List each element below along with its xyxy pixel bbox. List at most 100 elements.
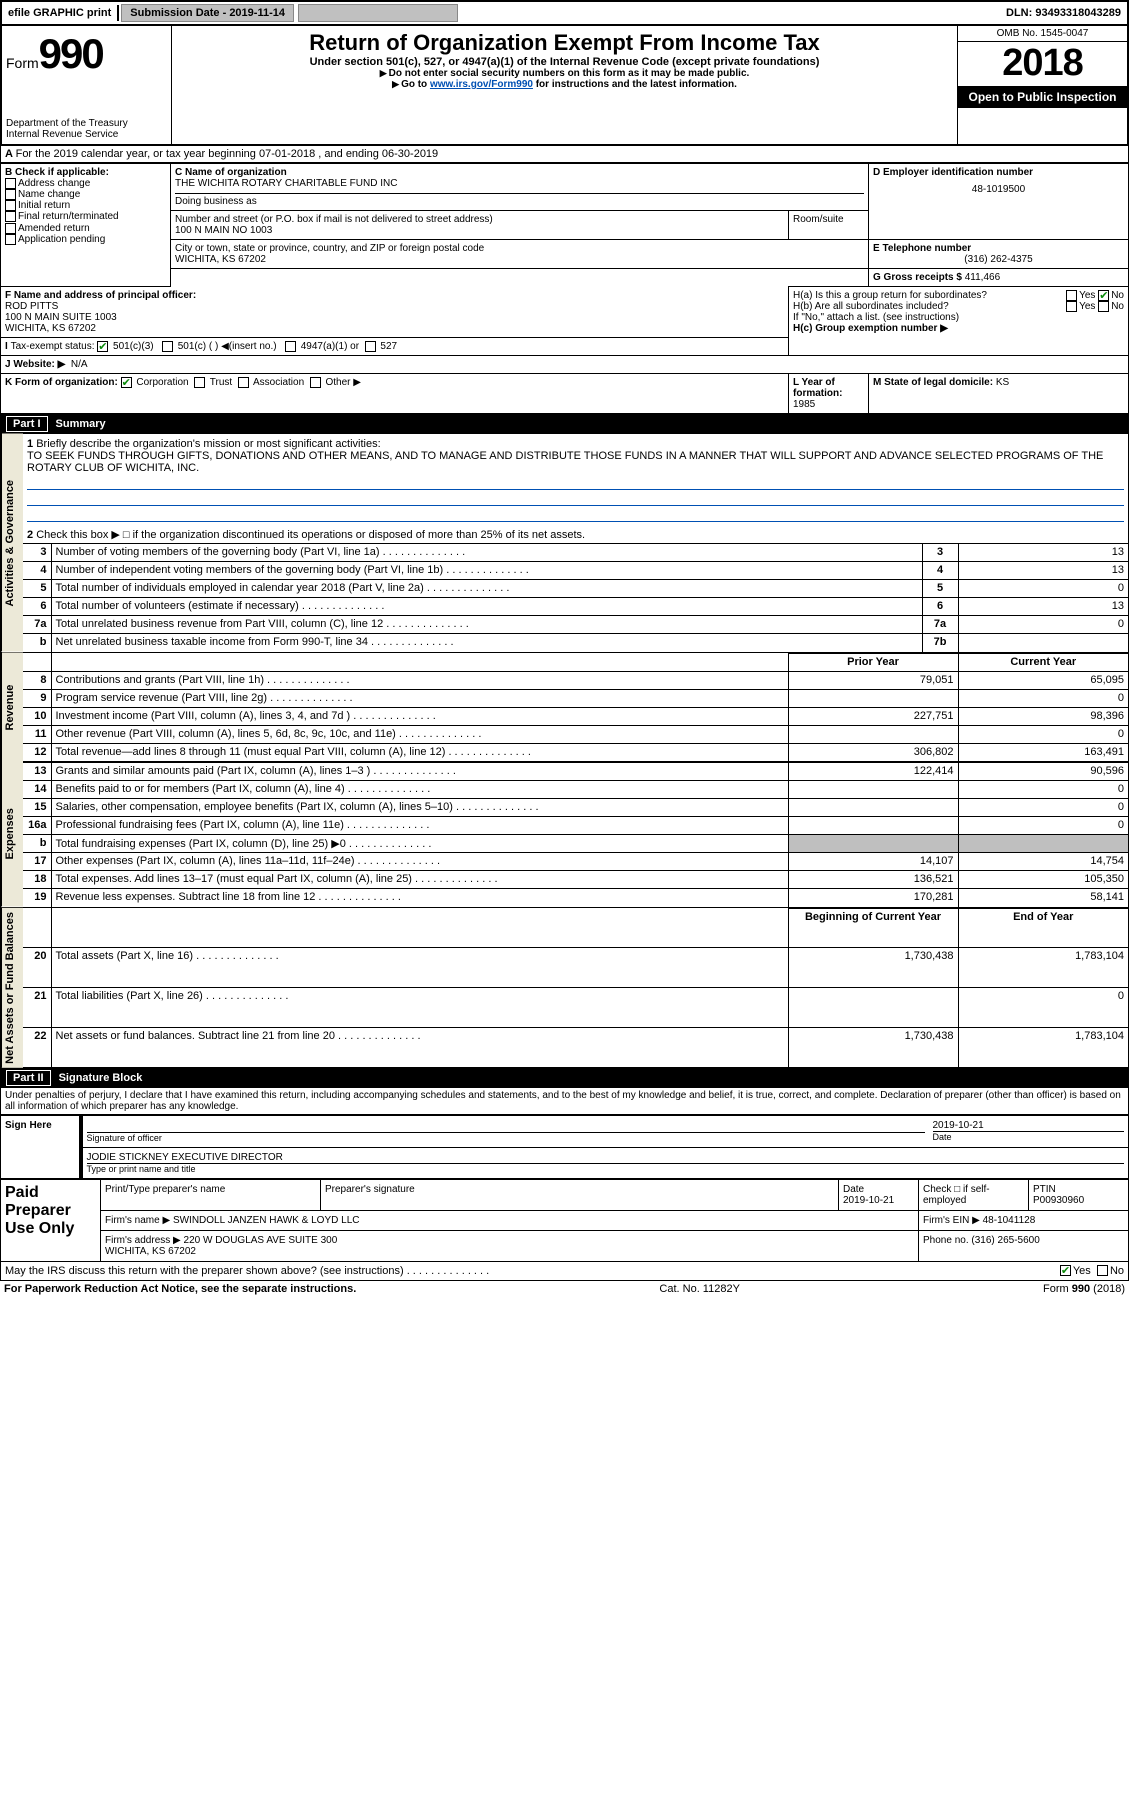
table-row: 17Other expenses (Part IX, column (A), l… xyxy=(23,853,1128,871)
ein-value: 48-1019500 xyxy=(873,178,1124,201)
form-subtitle: Under section 501(c), 527, or 4947(a)(1)… xyxy=(176,56,953,68)
form-title: Return of Organization Exempt From Incom… xyxy=(176,30,953,56)
revenue-table: Prior YearCurrent Year8Contributions and… xyxy=(23,653,1128,762)
table-row: 3Number of voting members of the governi… xyxy=(23,544,1128,562)
top-bar: efile GRAPHIC print Submission Date - 20… xyxy=(0,0,1129,26)
4947a1-checkbox[interactable] xyxy=(285,341,296,352)
mission-blank-line xyxy=(27,506,1124,522)
form-header: Form990 Department of the Treasury Inter… xyxy=(0,26,1129,146)
part-i-body: Activities & Governance 1 Briefly descri… xyxy=(0,434,1129,653)
street-address: 100 N MAIN NO 1003 xyxy=(175,225,784,236)
mission-blank-line xyxy=(27,490,1124,506)
submission-date-button[interactable]: Submission Date - 2019-11-14 xyxy=(121,4,294,22)
revenue-tab: Revenue xyxy=(1,653,23,762)
may-discuss-row: May the IRS discuss this return with the… xyxy=(0,1262,1129,1281)
part-i-header: Part I Summary xyxy=(0,414,1129,434)
officer-printed-name: JODIE STICKNEY EXECUTIVE DIRECTOR xyxy=(87,1152,1125,1164)
header-left: Form990 Department of the Treasury Inter… xyxy=(2,26,172,144)
address-change-checkbox[interactable] xyxy=(5,178,16,189)
page-footer: For Paperwork Reduction Act Notice, see … xyxy=(0,1281,1129,1297)
omb-number: OMB No. 1545-0047 xyxy=(958,26,1127,42)
org-name: THE WICHITA ROTARY CHARITABLE FUND INC xyxy=(175,178,864,189)
527-checkbox[interactable] xyxy=(365,341,376,352)
formation-year: 1985 xyxy=(793,399,815,410)
table-row: 9Program service revenue (Part VIII, lin… xyxy=(23,689,1128,707)
table-row: 14Benefits paid to or for members (Part … xyxy=(23,781,1128,799)
initial-return-checkbox[interactable] xyxy=(5,200,16,211)
table-row: 6Total number of volunteers (estimate if… xyxy=(23,598,1128,616)
governance-table: 3Number of voting members of the governi… xyxy=(23,543,1128,652)
table-row: 21Total liabilities (Part X, line 26)0 xyxy=(23,988,1128,1028)
part-ii-header: Part II Signature Block xyxy=(0,1068,1129,1088)
netassets-section: Net Assets or Fund Balances Beginning of… xyxy=(0,908,1129,1069)
corporation-checkbox[interactable] xyxy=(121,377,132,388)
expenses-section: Expenses 13Grants and similar amounts pa… xyxy=(0,762,1129,908)
mission-blank-line xyxy=(27,474,1124,490)
officer-name: ROD PITTS xyxy=(5,301,784,312)
preparer-table: Paid Preparer Use Only Print/Type prepar… xyxy=(0,1179,1129,1262)
table-row: 7aTotal unrelated business revenue from … xyxy=(23,616,1128,634)
group-return-no-checkbox[interactable] xyxy=(1098,290,1109,301)
discuss-yes-checkbox[interactable] xyxy=(1060,1265,1071,1276)
table-row: bNet unrelated business taxable income f… xyxy=(23,634,1128,652)
open-public-badge: Open to Public Inspection xyxy=(958,85,1127,108)
final-return-checkbox[interactable] xyxy=(5,211,16,222)
firm-ein: 48-1041128 xyxy=(983,1215,1036,1226)
subordinates-yes-checkbox[interactable] xyxy=(1066,301,1077,312)
form-number: 990 xyxy=(39,30,103,77)
paid-preparer-label: Paid Preparer Use Only xyxy=(1,1180,101,1262)
association-checkbox[interactable] xyxy=(238,377,249,388)
signature-table: Sign Here Signature of officer 2019-10-2… xyxy=(0,1115,1129,1179)
table-row: 19Revenue less expenses. Subtract line 1… xyxy=(23,889,1128,907)
sign-here-label: Sign Here xyxy=(1,1116,81,1179)
mission-text: TO SEEK FUNDS THROUGH GIFTS, DONATIONS A… xyxy=(27,450,1103,474)
application-pending-checkbox[interactable] xyxy=(5,234,16,245)
table-row: 5Total number of individuals employed in… xyxy=(23,580,1128,598)
header-center: Return of Organization Exempt From Incom… xyxy=(172,26,957,144)
table-row: 11Other revenue (Part VIII, column (A), … xyxy=(23,725,1128,743)
table-row: 4Number of independent voting members of… xyxy=(23,562,1128,580)
gross-receipts: 411,466 xyxy=(965,272,1000,283)
tax-year: 2018 xyxy=(958,42,1127,85)
ptin-value: P00930960 xyxy=(1033,1195,1124,1206)
501c-checkbox[interactable] xyxy=(162,341,173,352)
revenue-section: Revenue Prior YearCurrent Year8Contribut… xyxy=(0,653,1129,763)
period-line: A For the 2019 calendar year, or tax yea… xyxy=(0,146,1129,163)
expenses-table: 13Grants and similar amounts paid (Part … xyxy=(23,762,1128,907)
table-row: 22Net assets or fund balances. Subtract … xyxy=(23,1028,1128,1068)
group-return-yes-checkbox[interactable] xyxy=(1066,290,1077,301)
discuss-no-checkbox[interactable] xyxy=(1097,1265,1108,1276)
governance-tab: Activities & Governance xyxy=(1,434,23,652)
table-row: bTotal fundraising expenses (Part IX, co… xyxy=(23,835,1128,853)
table-header-row: Prior YearCurrent Year xyxy=(23,653,1128,671)
dln-label: DLN: 93493318043289 xyxy=(1006,7,1127,19)
netassets-table: Beginning of Current YearEnd of Year20To… xyxy=(23,908,1128,1068)
table-row: 20Total assets (Part X, line 16)1,730,43… xyxy=(23,948,1128,988)
domicile-state: KS xyxy=(996,377,1009,388)
trust-checkbox[interactable] xyxy=(194,377,205,388)
firm-phone: (316) 265-5600 xyxy=(971,1235,1039,1246)
name-change-checkbox[interactable] xyxy=(5,189,16,200)
dept-label: Department of the Treasury Internal Reve… xyxy=(6,118,167,140)
blank-button[interactable] xyxy=(298,4,458,22)
table-row: 8Contributions and grants (Part VIII, li… xyxy=(23,671,1128,689)
sig-date: 2019-10-21 xyxy=(933,1120,1125,1131)
501c3-checkbox[interactable] xyxy=(97,341,108,352)
subordinates-no-checkbox[interactable] xyxy=(1098,301,1109,312)
city-state-zip: WICHITA, KS 67202 xyxy=(175,254,864,265)
amended-return-checkbox[interactable] xyxy=(5,223,16,234)
website-value: N/A xyxy=(71,359,88,370)
table-row: 12Total revenue—add lines 8 through 11 (… xyxy=(23,743,1128,761)
expenses-tab: Expenses xyxy=(1,762,23,907)
table-row: 15Salaries, other compensation, employee… xyxy=(23,799,1128,817)
table-header-row: Beginning of Current YearEnd of Year xyxy=(23,908,1128,948)
efile-label: efile GRAPHIC print xyxy=(2,5,119,21)
table-row: 10Investment income (Part VIII, column (… xyxy=(23,707,1128,725)
table-row: 18Total expenses. Add lines 13–17 (must … xyxy=(23,871,1128,889)
table-row: 16aProfessional fundraising fees (Part I… xyxy=(23,817,1128,835)
firm-name: SWINDOLL JANZEN HAWK & LOYD LLC xyxy=(173,1215,360,1226)
telephone-value: (316) 262-4375 xyxy=(873,254,1124,265)
info-grid: B Check if applicable: Address change Na… xyxy=(0,163,1129,414)
instructions-link[interactable]: www.irs.gov/Form990 xyxy=(430,79,533,90)
other-checkbox[interactable] xyxy=(310,377,321,388)
